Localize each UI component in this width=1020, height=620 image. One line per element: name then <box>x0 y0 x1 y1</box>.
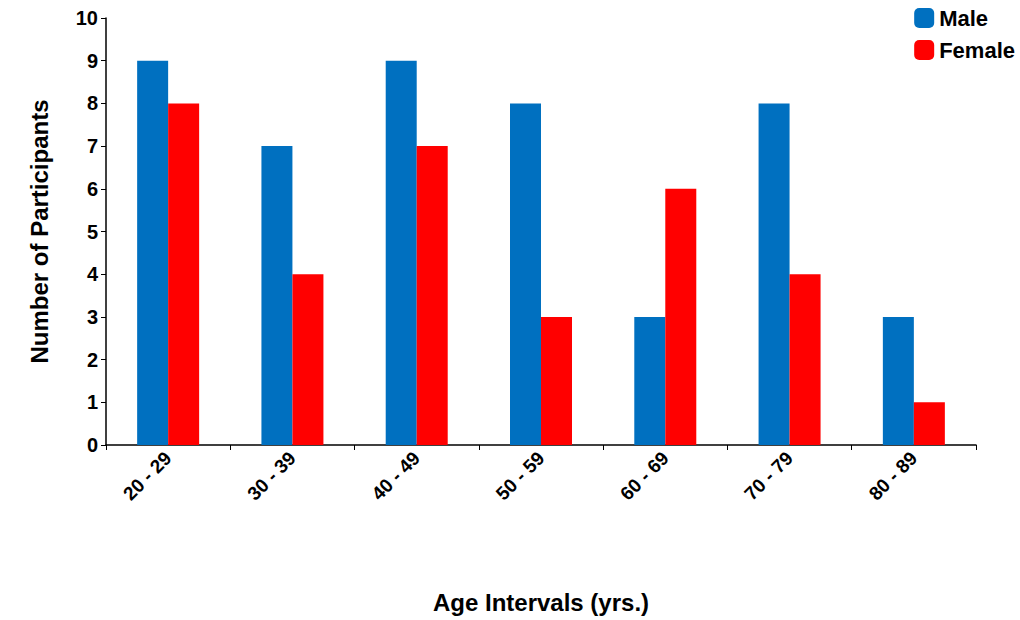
svg-text:3: 3 <box>87 306 98 328</box>
svg-text:70 - 79: 70 - 79 <box>740 448 797 505</box>
svg-text:20 - 29: 20 - 29 <box>119 448 176 505</box>
svg-text:Age Intervals (yrs.): Age Intervals (yrs.) <box>433 589 649 616</box>
svg-text:Number of Participants: Number of Participants <box>26 99 53 363</box>
svg-text:50 - 59: 50 - 59 <box>492 448 549 505</box>
svg-text:4: 4 <box>87 263 99 285</box>
svg-text:5: 5 <box>87 221 98 243</box>
svg-text:30 - 39: 30 - 39 <box>243 448 300 505</box>
svg-text:9: 9 <box>87 50 98 72</box>
svg-text:6: 6 <box>87 178 98 200</box>
svg-text:1: 1 <box>87 391 98 413</box>
svg-text:10: 10 <box>76 7 98 29</box>
svg-text:Male: Male <box>939 6 988 31</box>
svg-text:40 - 49: 40 - 49 <box>367 448 424 505</box>
svg-text:60 - 69: 60 - 69 <box>616 448 673 505</box>
svg-text:0: 0 <box>87 434 98 456</box>
svg-text:2: 2 <box>87 349 98 371</box>
svg-text:80 - 89: 80 - 89 <box>865 448 922 505</box>
svg-text:8: 8 <box>87 92 98 114</box>
svg-text:7: 7 <box>87 135 98 157</box>
svg-text:Female: Female <box>939 38 1015 63</box>
